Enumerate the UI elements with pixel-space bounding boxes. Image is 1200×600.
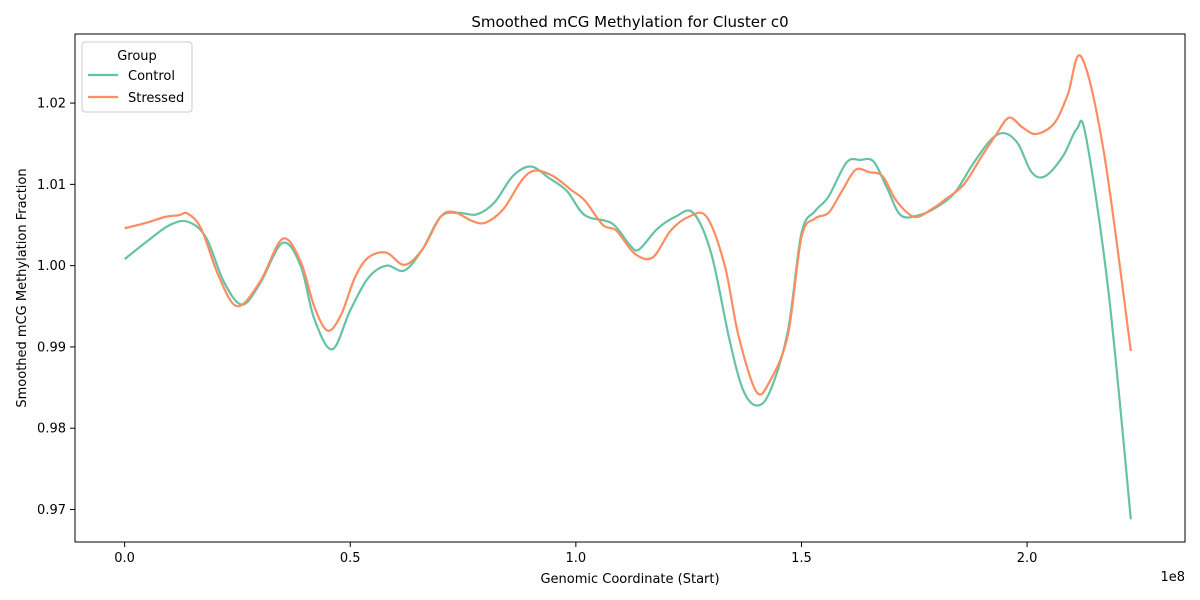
x-tick-label: 0.0 [114,551,135,566]
legend: Group Control Stressed [81,41,193,113]
chart-title: Smoothed mCG Methylation for Cluster c0 [471,13,788,31]
y-tick-label: 1.01 [37,178,66,193]
y-tick-label: 0.99 [37,340,66,355]
y-axis-label: Smoothed mCG Methylation Fraction [15,168,30,407]
x-axis-label: Genomic Coordinate (Start) [540,572,719,587]
y-tick-label: 1.00 [37,259,66,274]
series-line-stressed [124,54,1132,396]
legend-box [81,41,193,113]
legend-label-control: Control [128,69,175,84]
y-tick-label: 0.98 [37,422,66,437]
x-tick-label: 2.0 [1017,551,1038,566]
y-axis: 0.97 0.98 0.99 1.00 1.01 1.02 [37,97,75,518]
plot-frame [74,33,1186,543]
x-axis: 0.0 0.5 1.0 1.5 2.0 [114,542,1037,566]
legend-title: Group [117,49,157,64]
x-offset-label: 1e8 [1160,570,1185,585]
series-layer [123,54,1132,520]
y-tick-label: 1.02 [37,97,66,112]
legend-label-stressed: Stressed [128,91,184,106]
x-tick-label: 1.0 [566,551,587,566]
x-tick-label: 1.5 [791,551,812,566]
y-tick-label: 0.97 [37,503,66,518]
x-tick-label: 0.5 [340,551,361,566]
